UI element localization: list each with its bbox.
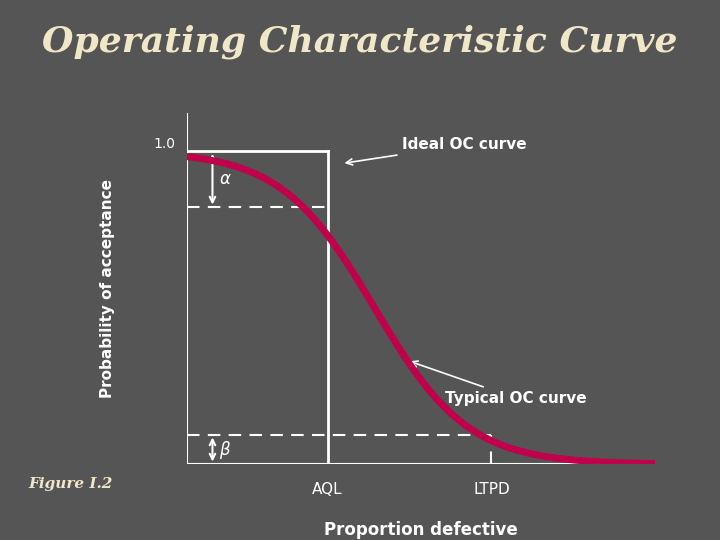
Text: AQL: AQL xyxy=(312,482,343,497)
Text: 1.0: 1.0 xyxy=(153,137,176,151)
Text: $\alpha$: $\alpha$ xyxy=(220,170,233,188)
Text: LTPD: LTPD xyxy=(473,482,510,497)
Text: Figure I.2: Figure I.2 xyxy=(29,477,113,491)
Text: Proportion defective: Proportion defective xyxy=(324,521,518,538)
Text: Probability of acceptance: Probability of acceptance xyxy=(100,179,115,399)
Text: $\beta$: $\beta$ xyxy=(220,438,232,461)
Text: Ideal OC curve: Ideal OC curve xyxy=(346,137,527,165)
Text: Operating Characteristic Curve: Operating Characteristic Curve xyxy=(42,24,678,59)
Text: Typical OC curve: Typical OC curve xyxy=(412,361,586,406)
